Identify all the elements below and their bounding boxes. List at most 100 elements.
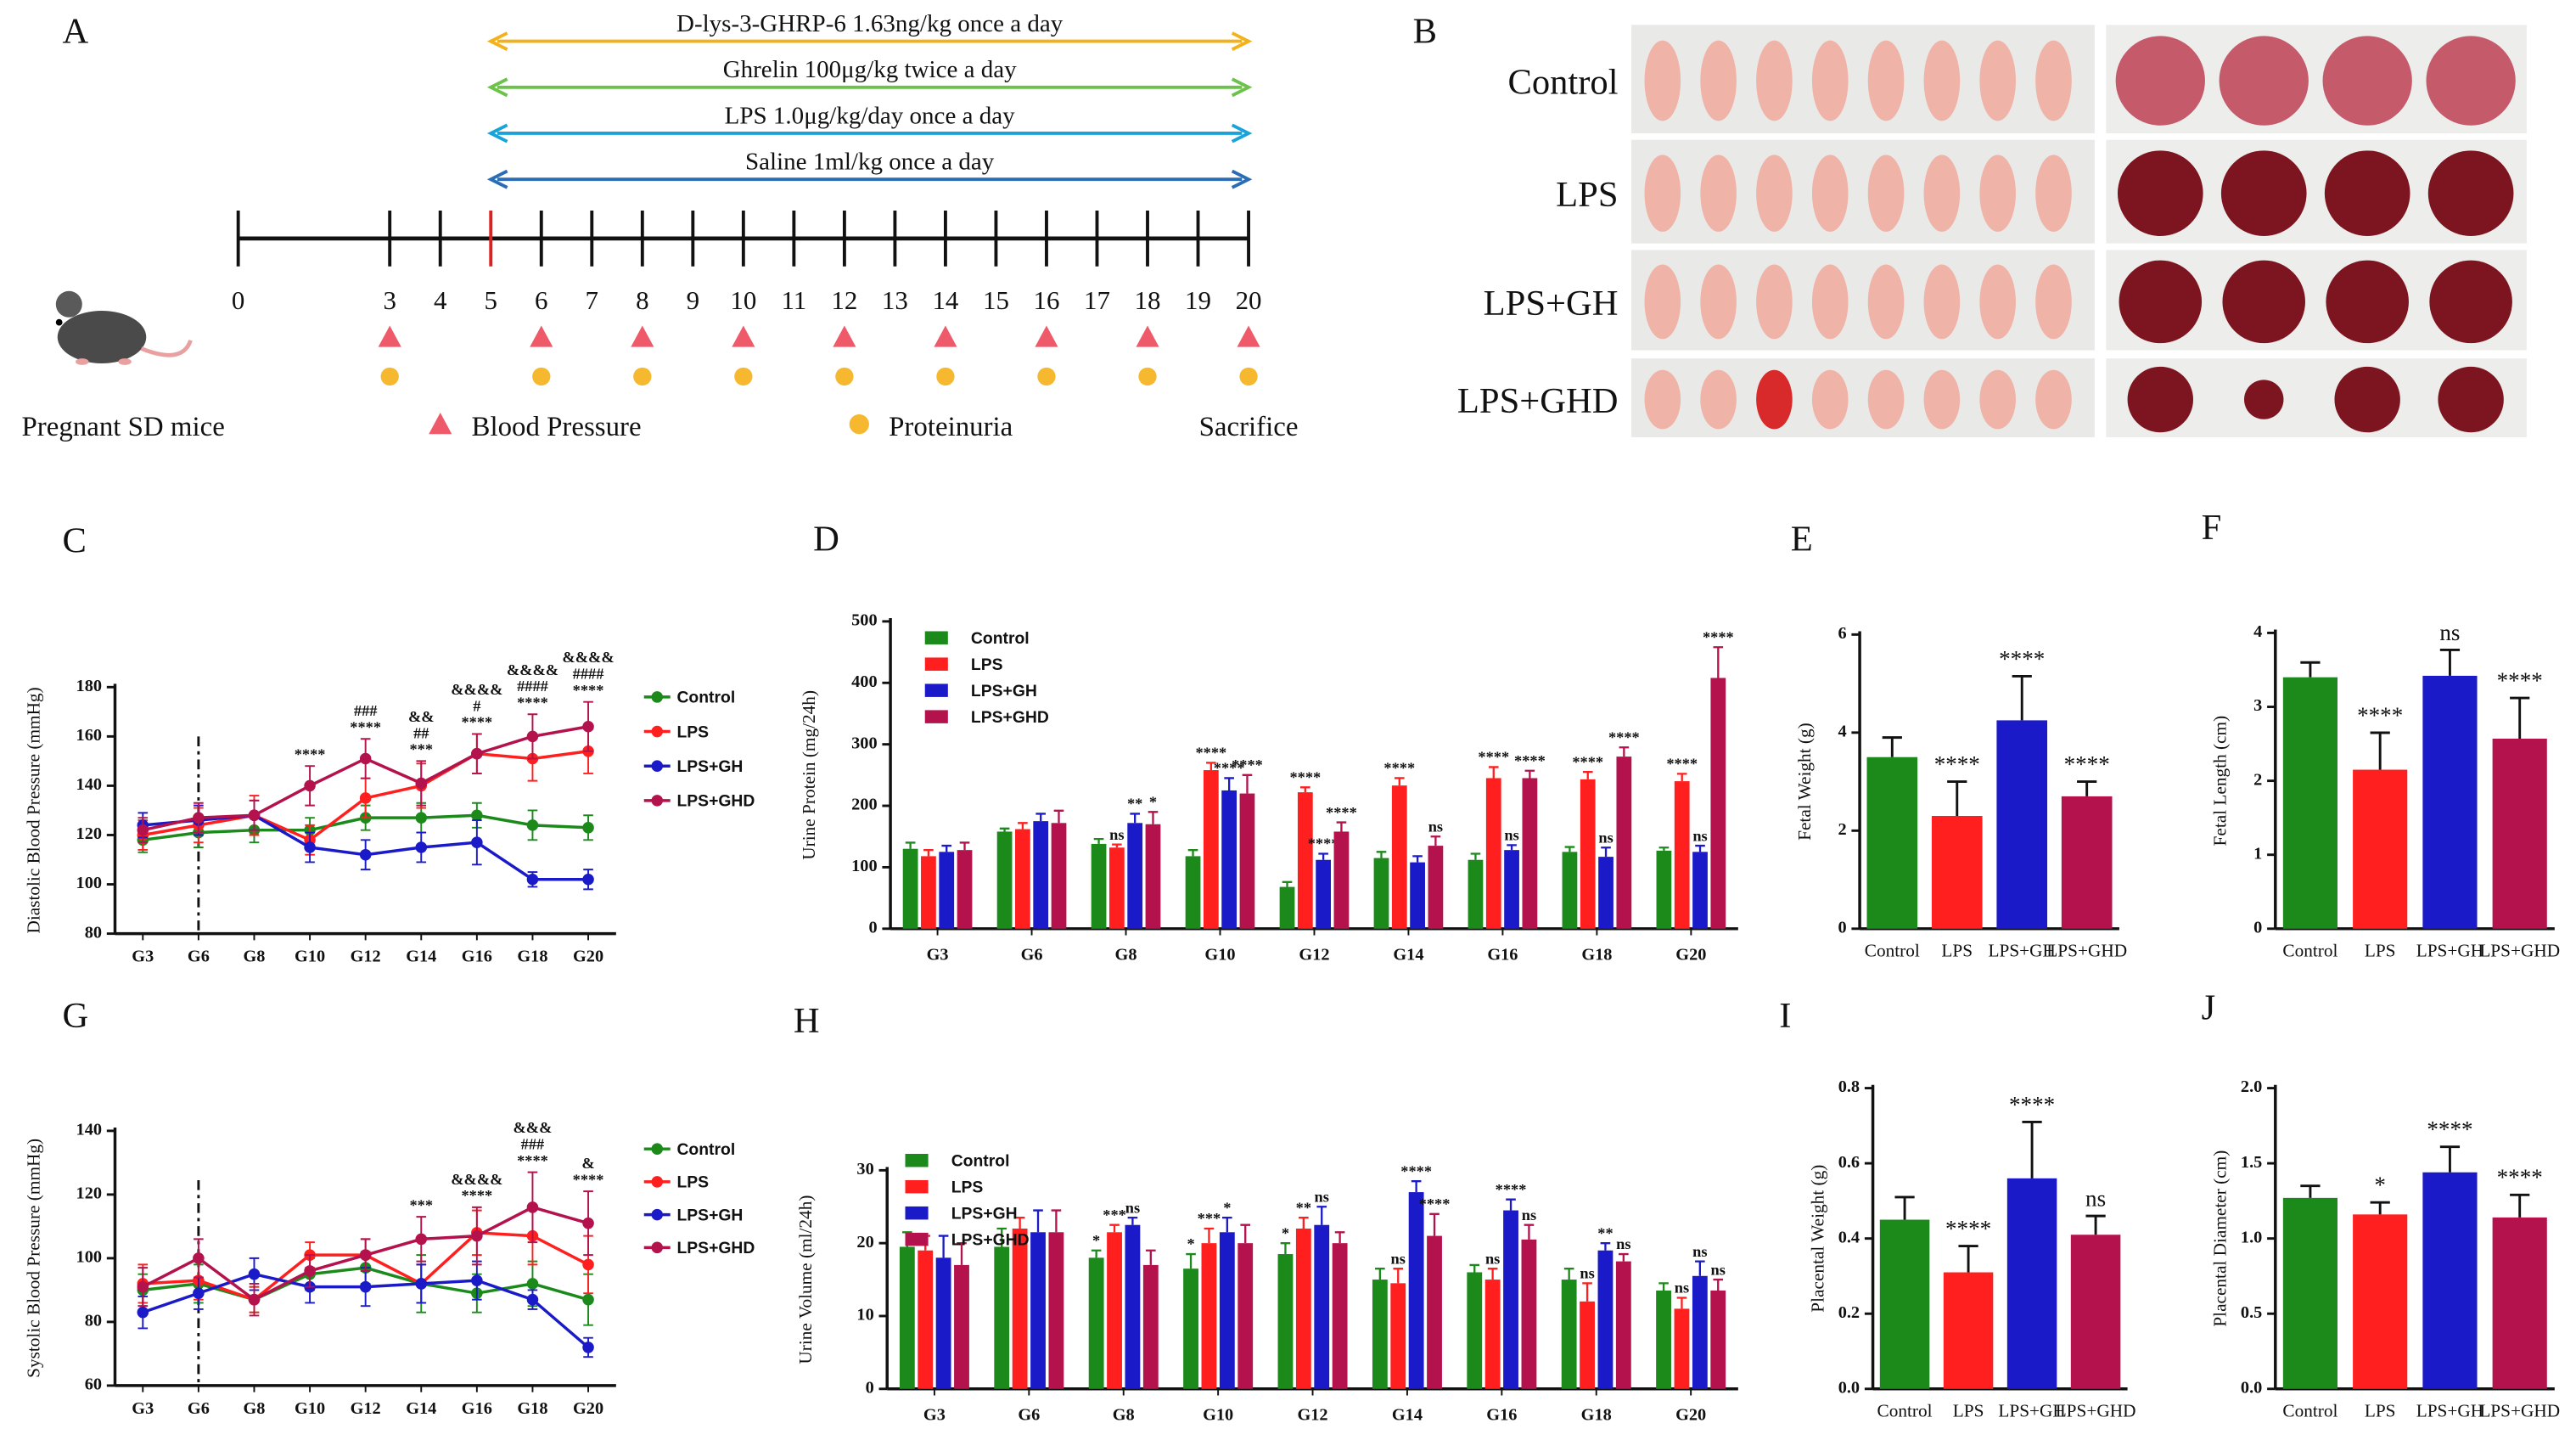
y-tick-label: 120	[76, 1184, 102, 1203]
row-label: LPS	[1556, 175, 1618, 215]
fetus	[1811, 155, 1849, 232]
significance: &&&&	[451, 1171, 502, 1188]
fetus	[2035, 264, 2072, 340]
error-bar	[1393, 1268, 1404, 1284]
legend-swatch	[924, 683, 948, 697]
significance: ns	[1580, 1265, 1594, 1282]
legend-marker	[651, 1241, 664, 1254]
x-tick-label: LPS+GHD	[2479, 1401, 2560, 1421]
significance: ####	[573, 666, 604, 683]
x-tick-label: LPS+GH	[1998, 1401, 2065, 1421]
legend-marker	[651, 1176, 664, 1188]
significance: ****	[1326, 804, 1357, 821]
x-tick-label: G8	[243, 1399, 265, 1418]
arrow-head	[486, 169, 508, 189]
y-tick-label: 6	[1838, 624, 1846, 643]
bp-marker	[833, 325, 856, 347]
significance: ****	[1383, 760, 1415, 777]
day-label: 16	[1033, 285, 1059, 315]
significance: ###	[521, 1136, 545, 1153]
error-bar	[1186, 1252, 1196, 1269]
significance: **	[1597, 1224, 1613, 1241]
arrow-head	[1231, 31, 1253, 52]
y-tick-label: 0.0	[2241, 1378, 2262, 1397]
point	[582, 1258, 594, 1271]
y-tick-label: 100	[76, 1248, 102, 1267]
legend-label: LPS+GHD	[971, 708, 1049, 727]
bar	[1314, 1224, 1330, 1389]
error-bar	[1894, 1195, 1915, 1220]
fetus	[1700, 40, 1737, 121]
y-tick-label: 160	[76, 726, 102, 745]
significance: *	[1223, 1199, 1231, 1216]
legend-label: LPS+GH	[676, 757, 743, 776]
x-tick-label: G8	[243, 948, 265, 966]
bar	[1201, 1243, 1217, 1389]
point	[359, 1249, 372, 1261]
error-bar	[2022, 1120, 2042, 1178]
x-tick-label: G14	[1393, 946, 1423, 965]
significance: ****	[2497, 1165, 2543, 1190]
y-tick-label: 2.0	[2241, 1077, 2262, 1096]
placenta	[2222, 260, 2306, 344]
point	[304, 1265, 316, 1277]
legend-label: Proteinuria	[889, 412, 1013, 442]
significance: ns	[1485, 1250, 1500, 1267]
legend-label: Control	[971, 629, 1030, 648]
x-tick-label: G3	[132, 948, 154, 966]
bar	[1142, 1264, 1159, 1389]
significance: ***	[1103, 1207, 1126, 1223]
point	[526, 1201, 539, 1213]
error-bar	[1506, 1198, 1516, 1211]
bar	[899, 1246, 915, 1389]
y-axis-title: Placental Weight (g)	[1808, 1165, 1828, 1313]
x-tick-label: LPS	[1953, 1401, 1984, 1421]
bp-marker	[1035, 325, 1058, 347]
error-bar	[1487, 1268, 1498, 1280]
placenta	[2324, 150, 2410, 236]
error-bar	[2300, 661, 2321, 678]
bar	[1656, 850, 1672, 929]
bar	[1183, 1268, 1198, 1389]
error-bar	[1299, 1216, 1309, 1229]
legend-swatch	[905, 1179, 929, 1194]
treatment-label: Saline 1ml/kg once a day	[745, 149, 995, 176]
significance: **	[1127, 796, 1142, 813]
arrow-head	[486, 123, 508, 143]
day-label: 4	[434, 285, 446, 315]
point	[415, 841, 428, 853]
arrow-head	[1231, 169, 1253, 189]
bar	[1504, 850, 1519, 929]
x-tick-label: G3	[132, 1399, 154, 1418]
x-tick-label: Control	[1877, 1401, 1933, 1421]
panel-letter: C	[63, 521, 87, 561]
x-tick-label: LPS+GH	[2416, 1401, 2483, 1421]
point	[359, 752, 372, 765]
error-bar	[1658, 847, 1670, 851]
x-tick-label: G16	[1487, 946, 1518, 965]
significance: ****	[1232, 757, 1263, 773]
significance: ****	[1419, 1195, 1451, 1212]
significance: ****	[1999, 646, 2045, 672]
point	[193, 812, 205, 824]
error-bar	[1695, 1260, 1705, 1276]
placenta	[2326, 260, 2409, 344]
x-tick-label: G14	[1392, 1406, 1423, 1425]
y-tick-label: 140	[76, 1121, 102, 1139]
error-bar	[1524, 769, 1535, 779]
bar	[1710, 1290, 1726, 1389]
y-tick-label: 200	[851, 796, 877, 814]
bar	[1656, 1290, 1671, 1389]
legend-label: LPS+GHD	[951, 1230, 1030, 1249]
error-bar	[1018, 822, 1028, 830]
point	[471, 747, 483, 760]
error-bar	[1282, 880, 1293, 887]
fetus	[2035, 155, 2072, 232]
proteinuria-marker	[532, 367, 551, 386]
y-tick-label: 20	[856, 1233, 873, 1252]
y-tick-label: 0.5	[2241, 1303, 2262, 1322]
bar	[1580, 779, 1596, 929]
error-bar	[1318, 852, 1328, 860]
x-tick-label: G10	[295, 1399, 325, 1418]
day-label: 18	[1135, 285, 1161, 315]
